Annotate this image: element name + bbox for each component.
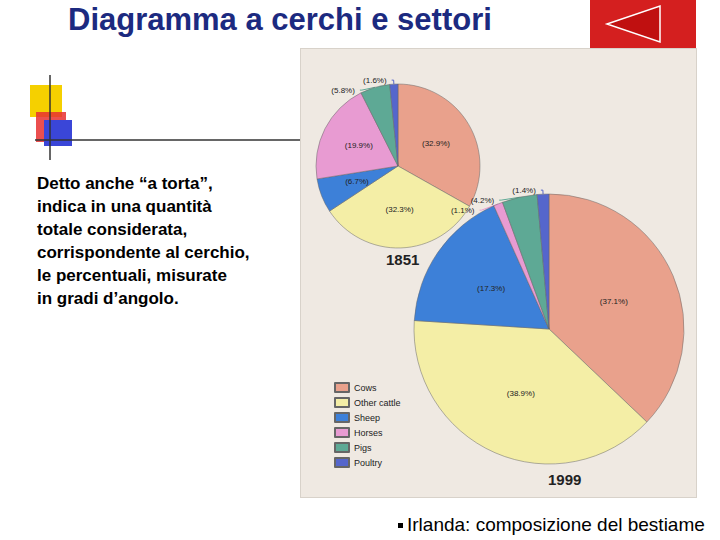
- svg-text:(17.3%): (17.3%): [477, 284, 505, 293]
- svg-text:(32.3%): (32.3%): [386, 205, 414, 214]
- html-text:in gradi d’angolo.: in gradi d’angolo.: [37, 289, 179, 308]
- svg-text:Sheep: Sheep: [354, 413, 380, 423]
- svg-text:(5.8%): (5.8%): [331, 86, 355, 95]
- svg-text:(1.1%): (1.1%): [451, 206, 475, 215]
- svg-text:(19.9%): (19.9%): [345, 141, 373, 150]
- svg-text:Poultry: Poultry: [354, 458, 383, 468]
- html-text:Irlanda: composizione del best: Irlanda: composizione del bestiame: [407, 514, 705, 535]
- svg-text:(4.2%): (4.2%): [471, 196, 495, 205]
- svg-text:(32.9%): (32.9%): [422, 139, 450, 148]
- svg-text:(37.1%): (37.1%): [600, 297, 628, 306]
- html-text:Detto anche “a torta”,: Detto anche “a torta”,: [37, 174, 213, 193]
- html-text:Diagramma a cerchi e settori: Diagramma a cerchi e settori: [68, 2, 492, 37]
- html-text:totale considerata,: totale considerata,: [37, 220, 188, 239]
- svg-text:Other cattle: Other cattle: [354, 398, 401, 408]
- svg-text:1851: 1851: [386, 251, 419, 268]
- svg-text:Horses: Horses: [354, 428, 383, 438]
- html-text:corrispondente al cerchio,: corrispondente al cerchio,: [37, 243, 250, 262]
- svg-text:(6.7%): (6.7%): [345, 177, 369, 186]
- svg-text:Cows: Cows: [354, 383, 377, 393]
- svg-text:(1.4%): (1.4%): [512, 186, 536, 195]
- html-text:indica in una quantità: indica in una quantità: [37, 197, 212, 216]
- svg-text:(38.9%): (38.9%): [507, 389, 535, 398]
- svg-text:1999: 1999: [548, 471, 581, 488]
- html-text:le percentuali, misurate: le percentuali, misurate: [37, 266, 227, 285]
- svg-text:Pigs: Pigs: [354, 443, 372, 453]
- svg-text:(1.6%): (1.6%): [363, 76, 387, 85]
